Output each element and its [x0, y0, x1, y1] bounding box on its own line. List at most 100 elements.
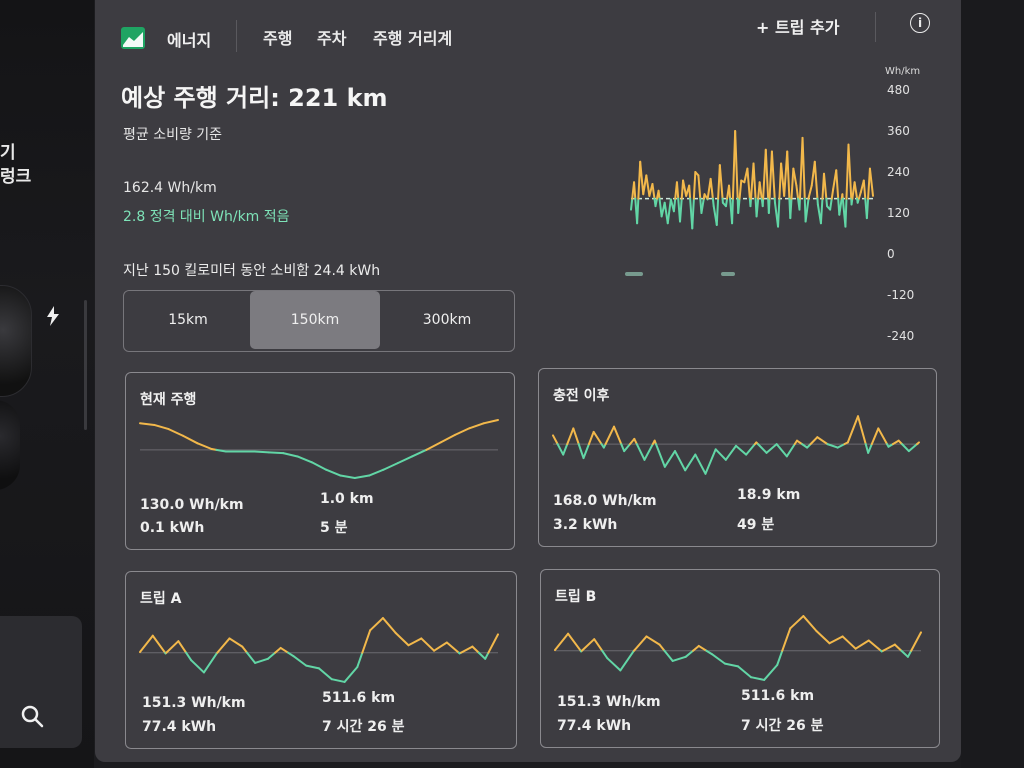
line-segment [776, 649, 784, 666]
line-segment [847, 143, 853, 200]
line-segment [745, 443, 756, 456]
line-segment [841, 635, 857, 650]
page-title: 에너지 [167, 31, 212, 50]
card-title: 충전 이후 [553, 388, 610, 404]
line-segment [836, 443, 846, 449]
line-segment [750, 676, 766, 681]
line-segment [765, 443, 778, 454]
distance-selector: 15km 150km 300km [123, 290, 515, 352]
line-segment [915, 441, 920, 446]
card-title: 현재 주행 [140, 392, 197, 408]
line-segment [684, 649, 695, 658]
line-segment [870, 427, 880, 446]
line-segment [867, 639, 882, 652]
energy-nav: 에너지 주행 주차 주행 거리계 + 트립 추가 i [95, 0, 961, 70]
line-segment [139, 422, 156, 426]
card-trip-a[interactable]: 트립 A 151.3 Wh/km 77.4 kWh 511.6 km 7 시간 … [125, 571, 517, 749]
card-trip-b[interactable]: 트립 B 151.3 Wh/km 77.4 kWh 511.6 km 7 시간 … [540, 569, 940, 748]
line-segment [785, 443, 796, 458]
range-option-150km[interactable]: 150km [250, 291, 380, 349]
line-segment [628, 437, 636, 446]
line-segment [786, 150, 791, 200]
line-segment [587, 430, 595, 446]
line-segment [353, 474, 371, 480]
line-segment [865, 197, 870, 220]
line-segment [619, 650, 635, 672]
line-segment [651, 182, 656, 200]
card-energy: 3.2 kWh [553, 517, 618, 533]
line-segment [807, 184, 813, 199]
range-option-15km[interactable]: 15km [168, 312, 208, 328]
line-segment [700, 197, 705, 214]
card-time: 7 시간 26 분 [741, 718, 824, 734]
y-tick-label: 360 [887, 124, 910, 138]
line-segment [809, 436, 819, 446]
line-segment [643, 443, 654, 461]
line-segment [382, 462, 399, 471]
nav-divider-2 [875, 12, 876, 42]
line-segment [606, 657, 622, 672]
line-segment [407, 637, 423, 647]
card-distance: 18.9 km [737, 487, 801, 503]
charging-bolt-icon [46, 306, 60, 331]
line-segment [633, 181, 637, 200]
card-consumption: 151.3 Wh/km [557, 694, 661, 710]
line-segment [877, 427, 889, 446]
line-segment [318, 667, 333, 681]
line-segment [630, 197, 634, 211]
line-segment [381, 617, 397, 635]
card-title: 트립 A [140, 591, 182, 607]
trip-b-chart [554, 615, 922, 681]
line-segment [411, 448, 428, 458]
line-segment [825, 197, 829, 208]
line-segment [705, 649, 713, 656]
y-tick-label: 240 [887, 165, 910, 179]
line-segment [343, 665, 359, 683]
line-segment [445, 641, 460, 654]
line-segment [697, 644, 708, 652]
line-segment [724, 197, 729, 208]
since-charge-chart [552, 415, 920, 475]
y-tick-label: -120 [887, 288, 915, 302]
line-segment [305, 664, 320, 670]
line-segment [425, 441, 442, 451]
line-segment [487, 633, 499, 654]
line-segment [433, 641, 448, 652]
line-segment [292, 655, 308, 667]
range-option-300km[interactable]: 300km [422, 312, 472, 328]
line-segment [572, 427, 580, 446]
rated-comparison: 2.8 정격 대비 Wh/km 적음 [123, 209, 290, 225]
search-icon[interactable] [20, 704, 44, 732]
line-segment [658, 643, 666, 652]
info-icon[interactable]: i [910, 13, 930, 33]
card-current-drive[interactable]: 현재 주행 130.0 Wh/km 0.1 kWh 1.0 km 5 분 [125, 372, 515, 550]
line-segment [562, 443, 569, 456]
line-segment [177, 640, 188, 654]
line-segment [310, 461, 328, 471]
line-segment [757, 443, 768, 454]
line-segment [688, 184, 692, 200]
tab-parking[interactable]: 주차 [317, 29, 347, 48]
line-segment [396, 455, 414, 465]
line-segment [639, 160, 645, 196]
line-segment [789, 615, 805, 630]
line-segment [710, 653, 726, 665]
y-tick-label: 480 [887, 83, 910, 97]
line-segment [654, 197, 659, 208]
add-trip-button[interactable]: + 트립 추가 [756, 18, 840, 37]
scrollbar[interactable] [84, 300, 87, 430]
side-label-2: 렁크 [0, 167, 32, 187]
line-segment [167, 428, 184, 437]
tab-odometer[interactable]: 주행 거리계 [373, 29, 453, 48]
line-segment [567, 632, 582, 652]
card-since-charge[interactable]: 충전 이후 168.0 Wh/km 3.2 kWh 18.9 km 49 분 [538, 368, 937, 547]
line-segment [789, 197, 793, 220]
card-consumption: 151.3 Wh/km [142, 695, 246, 711]
tab-driving[interactable]: 주행 [263, 29, 293, 48]
line-segment [734, 130, 739, 200]
line-segment [901, 443, 910, 453]
line-segment [454, 427, 471, 436]
chart-marker [721, 272, 735, 276]
line-segment [325, 468, 342, 477]
line-segment [666, 198, 672, 225]
